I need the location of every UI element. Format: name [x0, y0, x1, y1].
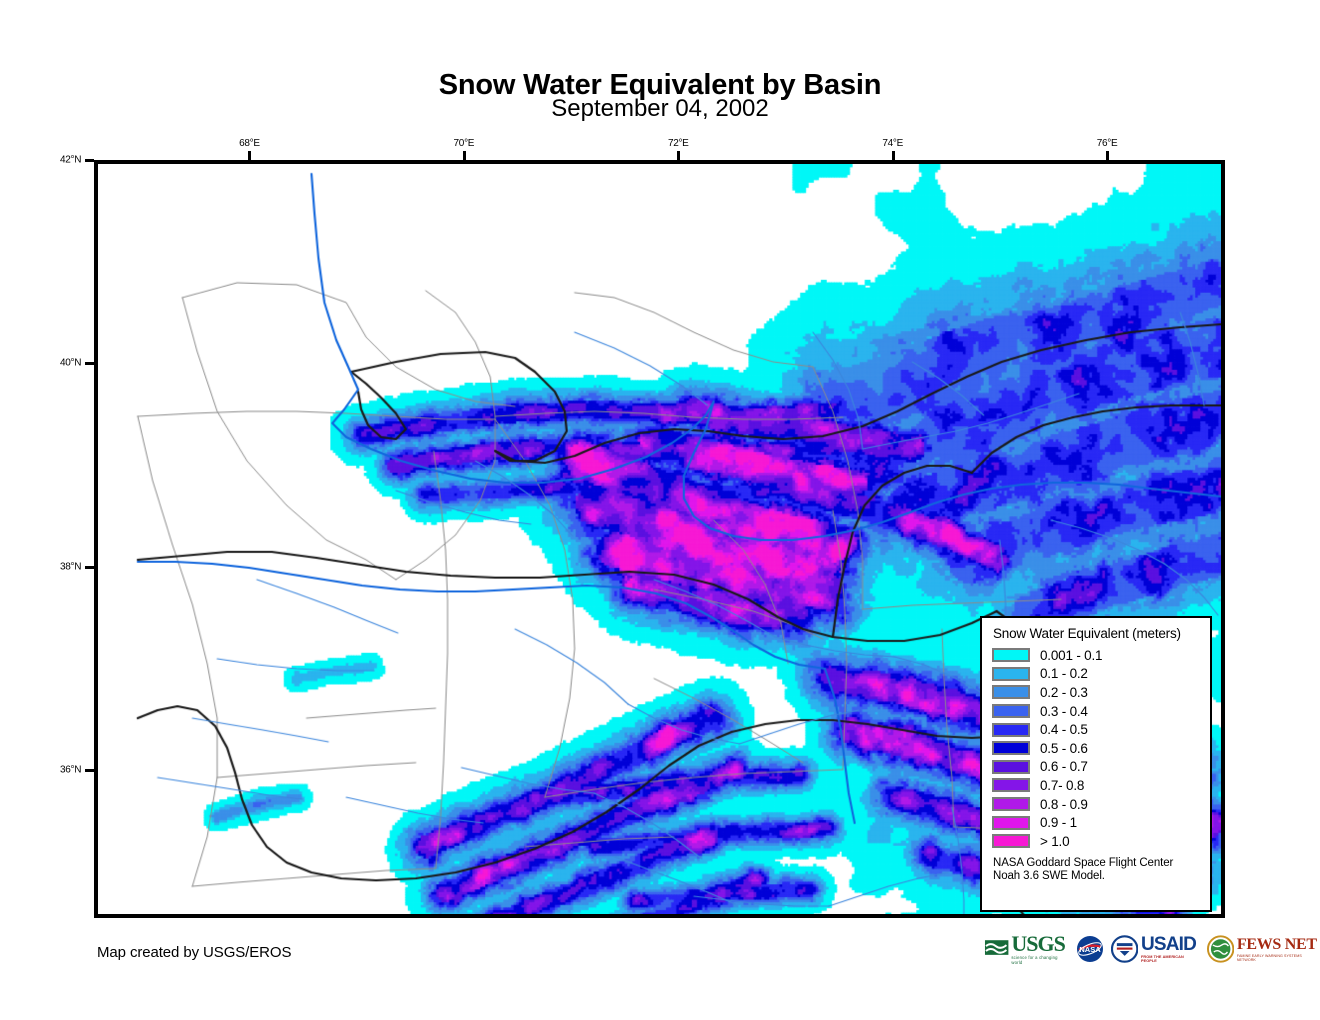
lat-tick: [85, 565, 94, 569]
usgs-wordmark: USGS: [1011, 930, 1065, 956]
lon-tick: [891, 151, 895, 160]
page-title: Snow Water Equivalent by Basin: [438, 69, 882, 102]
legend-label: 0.3 - 0.4: [1040, 703, 1088, 719]
legend-title: Snow Water Equivalent (meters): [993, 626, 1181, 641]
lon-label: 72°E: [667, 138, 689, 149]
legend-swatch: [992, 759, 1030, 774]
legend-source-line2: Noah 3.6 SWE Model.: [993, 870, 1105, 883]
lon-tick: [248, 151, 252, 160]
svg-text:NASA: NASA: [1079, 945, 1101, 954]
lon-tick: [462, 151, 466, 160]
usgs-tagline: science for a changing world: [1011, 954, 1058, 965]
legend-swatch: [992, 722, 1030, 737]
page-subtitle: September 04, 2002: [551, 95, 769, 122]
legend-label: 0.8 - 0.9: [1040, 796, 1088, 812]
legend-rows: 0.001 - 0.1 0.1 - 0.2 0.2 - 0.3 0.3 - 0.4 0.…: [992, 646, 1200, 851]
legend-swatch: [992, 778, 1030, 793]
usaid-seal-icon: [1110, 935, 1138, 963]
fews-tagline: FAMINE EARLY WARNING SYSTEMS NETWORK: [1236, 954, 1302, 962]
usaid-wordmark: USAID: [1140, 933, 1197, 955]
legend-swatch: [992, 648, 1030, 663]
lon-label: 68°E: [239, 138, 260, 149]
legend-item: 0.8 - 0.9: [992, 795, 1200, 814]
legend-item: 0.3 - 0.4: [992, 702, 1200, 721]
legend-label: 0.1 - 0.2: [1040, 666, 1088, 682]
legend-item: 0.5 - 0.6: [992, 739, 1200, 758]
lon-tick: [677, 151, 681, 160]
lat-tick: [85, 159, 94, 162]
legend-label: 0.5 - 0.6: [1040, 740, 1088, 756]
lon-label: 76°E: [1096, 138, 1118, 149]
legend-source: NASA Goddard Space Flight Center Noah 3.…: [993, 857, 1200, 884]
lat-label: 42°N: [60, 154, 82, 166]
legend-item: 0.9 - 1: [992, 813, 1200, 832]
legend-source-line1: NASA Goddard Space Flight Center: [993, 856, 1174, 869]
lat-label: 40°N: [60, 357, 82, 369]
lat-tick: [85, 769, 94, 773]
lon-label: 74°E: [882, 138, 903, 149]
lat-label: 36°N: [60, 764, 82, 776]
legend-label: 0.001 - 0.1: [1040, 647, 1103, 663]
legend-label: 0.6 - 0.7: [1040, 759, 1088, 775]
lat-label: 38°N: [60, 561, 82, 573]
legend-item: 0.4 - 0.5: [992, 720, 1200, 739]
nasa-logo: NASA: [1076, 934, 1104, 964]
legend-item: 0.1 - 0.2: [992, 665, 1200, 684]
legend-swatch: [992, 834, 1030, 849]
usgs-logo: USGS science for a changing world: [984, 930, 1069, 965]
legend-item: 0.6 - 0.7: [992, 758, 1200, 777]
fews-logo: FEWS NET FAMINE EARLY WARNING SYSTEMS NE…: [1206, 934, 1320, 964]
logo-bar: USGS science for a changing world NASA U…: [984, 932, 1320, 966]
fews-globe-icon: [1206, 935, 1234, 963]
usaid-tagline: FROM THE AMERICAN PEOPLE: [1140, 954, 1184, 963]
legend-label: 0.9 - 1: [1040, 815, 1077, 831]
legend-label: > 1.0: [1040, 833, 1070, 849]
usgs-wave-icon: [984, 940, 1009, 955]
legend-label: 0.2 - 0.3: [1040, 684, 1088, 700]
legend-label: 0.7- 0.8: [1040, 777, 1085, 793]
fews-wordmark: FEWS NET: [1236, 936, 1317, 953]
legend-swatch: [992, 797, 1030, 812]
legend-swatch: [992, 666, 1030, 681]
legend-item: 0.001 - 0.1: [992, 646, 1200, 665]
legend-swatch: [992, 685, 1030, 700]
lat-tick: [85, 362, 94, 366]
legend-swatch: [992, 704, 1030, 719]
legend-item: 0.2 - 0.3: [992, 683, 1200, 702]
legend-label: 0.4 - 0.5: [1040, 722, 1088, 738]
map-credit: Map created by USGS/EROS: [97, 944, 292, 961]
legend-swatch: [992, 815, 1030, 830]
map-legend: Snow Water Equivalent (meters) 0.001 - 0…: [980, 616, 1212, 912]
legend-swatch: [992, 741, 1030, 756]
nasa-meatball-icon: NASA: [1076, 936, 1103, 962]
lon-tick: [1106, 151, 1110, 160]
usaid-logo: USAID FROM THE AMERICAN PEOPLE: [1110, 933, 1200, 964]
legend-item: > 1.0: [992, 832, 1200, 851]
legend-item: 0.7- 0.8: [992, 776, 1200, 795]
lon-label: 70°E: [453, 138, 475, 149]
